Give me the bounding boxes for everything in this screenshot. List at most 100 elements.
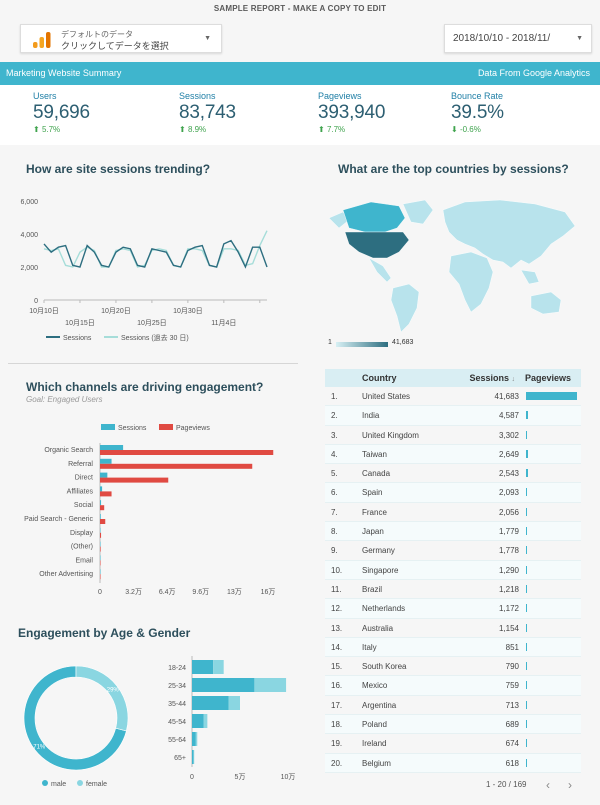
kpi-value: 59,696 [33, 102, 90, 123]
world-map[interactable] [325, 192, 581, 337]
banner-title: Marketing Website Summary [6, 68, 122, 78]
prev-page-button[interactable]: ‹ [546, 778, 550, 792]
category-label: 65+ [174, 755, 186, 762]
table-row[interactable]: 16. Mexico 759 [325, 676, 581, 696]
row-rank: 14. [331, 642, 343, 652]
col-country[interactable]: Country [362, 373, 397, 383]
divider [8, 363, 298, 364]
table-row[interactable]: 14. Italy 851 [325, 637, 581, 658]
pageviews-bar [100, 477, 169, 483]
row-country: United States [362, 392, 411, 401]
row-sessions: 713 [505, 700, 519, 710]
x-tick-label: 11月4日 [211, 319, 236, 327]
arrow-down-icon: ⬇ [451, 125, 458, 134]
pageviews-bar [100, 450, 274, 455]
map-usa [344, 231, 410, 259]
arrow-up-icon: ⬆ [179, 125, 186, 134]
map-south-america [390, 283, 420, 333]
table-row[interactable]: 2. India 4,587 [325, 406, 581, 426]
kpi-value: 393,940 [318, 102, 386, 123]
gender-donut-chart: 71% 29% male female [23, 665, 129, 788]
category-label: Referral [68, 461, 93, 468]
map-legend-min: 1 [328, 339, 332, 346]
table-header: Country Sessions ↓ Pageviews [325, 369, 581, 387]
pageviews-bar [100, 463, 253, 469]
table-row[interactable]: 15. South Korea 790 [325, 657, 581, 677]
slice-label: 29% [107, 687, 120, 693]
sessions-line-chart: 0 2,000 4,000 6,000 10月10日 10月20日 10月30日 10月15日… [20, 199, 268, 342]
row-sessions: 2,093 [498, 488, 519, 498]
table-row[interactable]: 1. United States 41,683 [325, 387, 581, 407]
category-label: Display [70, 530, 93, 537]
pageviews-bar [526, 430, 528, 439]
channels-subtitle: Goal: Engaged Users [26, 395, 103, 404]
map-central-america [368, 257, 392, 283]
channels-title: Which channels are driving engagement? [26, 380, 264, 394]
banner-source: Data From Google Analytics [477, 68, 590, 78]
pageviews-bar [526, 584, 527, 593]
female-slice [75, 665, 129, 732]
row-sessions: 759 [505, 681, 519, 691]
table-row[interactable]: 3. United Kingdom 3,302 [325, 426, 581, 445]
row-country: Germany [362, 546, 395, 556]
table-row[interactable]: 6. Spain 2,093 [325, 483, 581, 503]
row-rank: 17. [331, 700, 343, 710]
col-pageviews[interactable]: Pageviews [525, 373, 572, 383]
pageviews-bar [526, 546, 527, 555]
pageviews-bar [100, 560, 101, 566]
pageviews-bar [526, 469, 528, 478]
table-row[interactable]: 7. France 2,056 [325, 503, 581, 523]
table-row[interactable]: 19. Ireland 674 [325, 734, 581, 754]
category-label: Email [75, 557, 93, 564]
x-tick-label: 10月30日 [173, 307, 203, 315]
table-row[interactable]: 4. Taiwan 2,649 [325, 444, 581, 465]
pageviews-bar [526, 604, 527, 613]
row-country: Belgium [362, 758, 391, 768]
table-row[interactable]: 20. Belgium 618 [325, 753, 581, 773]
pageviews-bar [526, 565, 527, 574]
countries-title: What are the top countries by sessions? [338, 162, 569, 176]
kpi-label: Users [33, 91, 57, 101]
table-row[interactable]: 11. Brazil 1,218 [325, 580, 581, 600]
table-row[interactable]: 13. Australia 1,154 [325, 619, 581, 638]
row-rank: 9. [331, 546, 338, 556]
category-label: Social [74, 502, 94, 509]
row-rank: 20. [331, 758, 343, 768]
x-tick-label: 10月20日 [101, 307, 131, 315]
kpi-users: Users 59,696 ⬆ 5.7% [33, 91, 90, 134]
row-country: Australia [362, 623, 394, 633]
row-country: Taiwan [362, 449, 387, 459]
legend-swatch [159, 424, 173, 430]
table-row[interactable]: 12. Netherlands 1,172 [325, 599, 581, 619]
table-pager: 1 - 20 / 169 [486, 780, 527, 789]
chevron-down-icon: ▼ [576, 35, 583, 42]
x-tick-label: 9.6万 [192, 588, 209, 596]
table-row[interactable]: 5. Canada 2,543 [325, 464, 581, 484]
x-tick-label: 16万 [261, 588, 276, 596]
data-source-selector[interactable]: デフォルトのデータ クリックしてデータを選択 ▼ [20, 24, 222, 53]
row-sessions: 2,056 [498, 507, 519, 517]
sessions-bar [100, 527, 101, 533]
category-label: 35-44 [168, 701, 186, 708]
arrow-up-icon: ⬆ [318, 125, 325, 134]
pageviews-bar [100, 505, 105, 511]
row-rank: 19. [331, 739, 343, 749]
table-row[interactable]: 10. Singapore 1,290 [325, 560, 581, 580]
date-range-picker[interactable]: 2018/10/10 - 2018/11/ ▼ [444, 24, 592, 53]
table-row[interactable]: 18. Poland 689 [325, 715, 581, 735]
table-row[interactable]: 9. Germany 1,778 [325, 541, 581, 561]
map-greenland [402, 199, 434, 225]
kpi-delta: ⬆ 8.9% [179, 125, 207, 134]
table-row[interactable]: 8. Japan 1,779 [325, 522, 581, 542]
x-tick-label: 10万 [281, 773, 296, 781]
map-canada [342, 201, 406, 233]
category-label: 45-54 [168, 719, 186, 726]
col-sessions[interactable]: Sessions ↓ [469, 373, 515, 383]
kpi-label: Bounce Rate [451, 91, 504, 101]
pageviews-bar [526, 623, 527, 632]
next-page-button[interactable]: › [568, 778, 572, 792]
x-tick-label: 10月15日 [65, 319, 95, 327]
table-row[interactable]: 17. Argentina 713 [325, 696, 581, 716]
age-gender-title: Engagement by Age & Gender [18, 626, 191, 640]
kpi-pageviews: Pageviews 393,940 ⬆ 7.7% [318, 91, 385, 134]
